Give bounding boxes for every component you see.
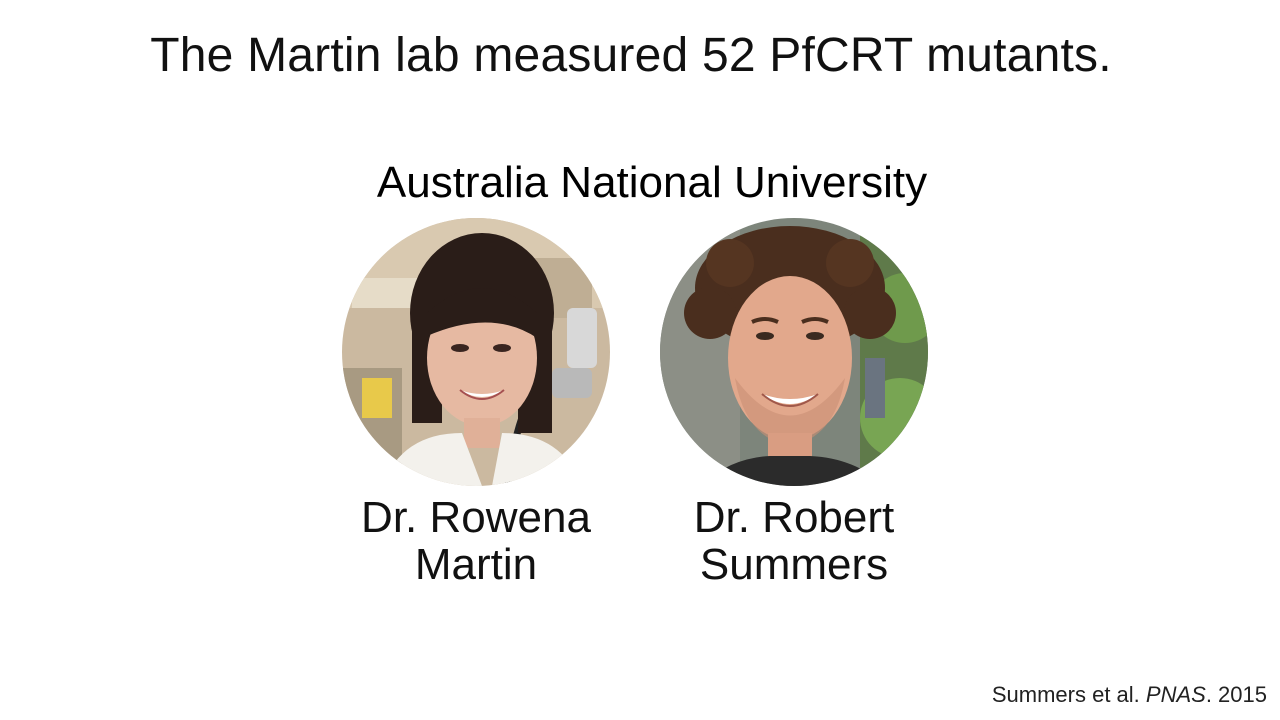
citation: Summers et al. PNAS. 2015	[992, 682, 1267, 708]
institution-heading: Australia National University	[376, 158, 928, 207]
name-line-1: Dr. Rowena	[361, 493, 591, 542]
name-line-1: Dr. Robert	[693, 493, 895, 542]
person-card-summers: Dr. Robert Summers	[660, 218, 928, 588]
slide-title: The Martin lab measured 52 PfCRT mutants…	[150, 29, 1112, 82]
citation-year: . 2015	[1205, 682, 1267, 707]
name-line-2: Martin	[414, 540, 538, 589]
person-name-robert-summers: Dr. Robert Summers	[600, 494, 988, 588]
person-name-rowena-martin: Dr. Rowena Martin	[282, 494, 670, 588]
person-card-martin: Dr. Rowena Martin	[342, 218, 610, 588]
name-line-2: Summers	[699, 540, 889, 589]
citation-journal: PNAS	[1145, 682, 1206, 707]
citation-authors: Summers et al.	[991, 682, 1146, 707]
portrait-photo-rowena-martin	[342, 218, 610, 486]
portrait-photo-robert-summers	[660, 218, 928, 486]
